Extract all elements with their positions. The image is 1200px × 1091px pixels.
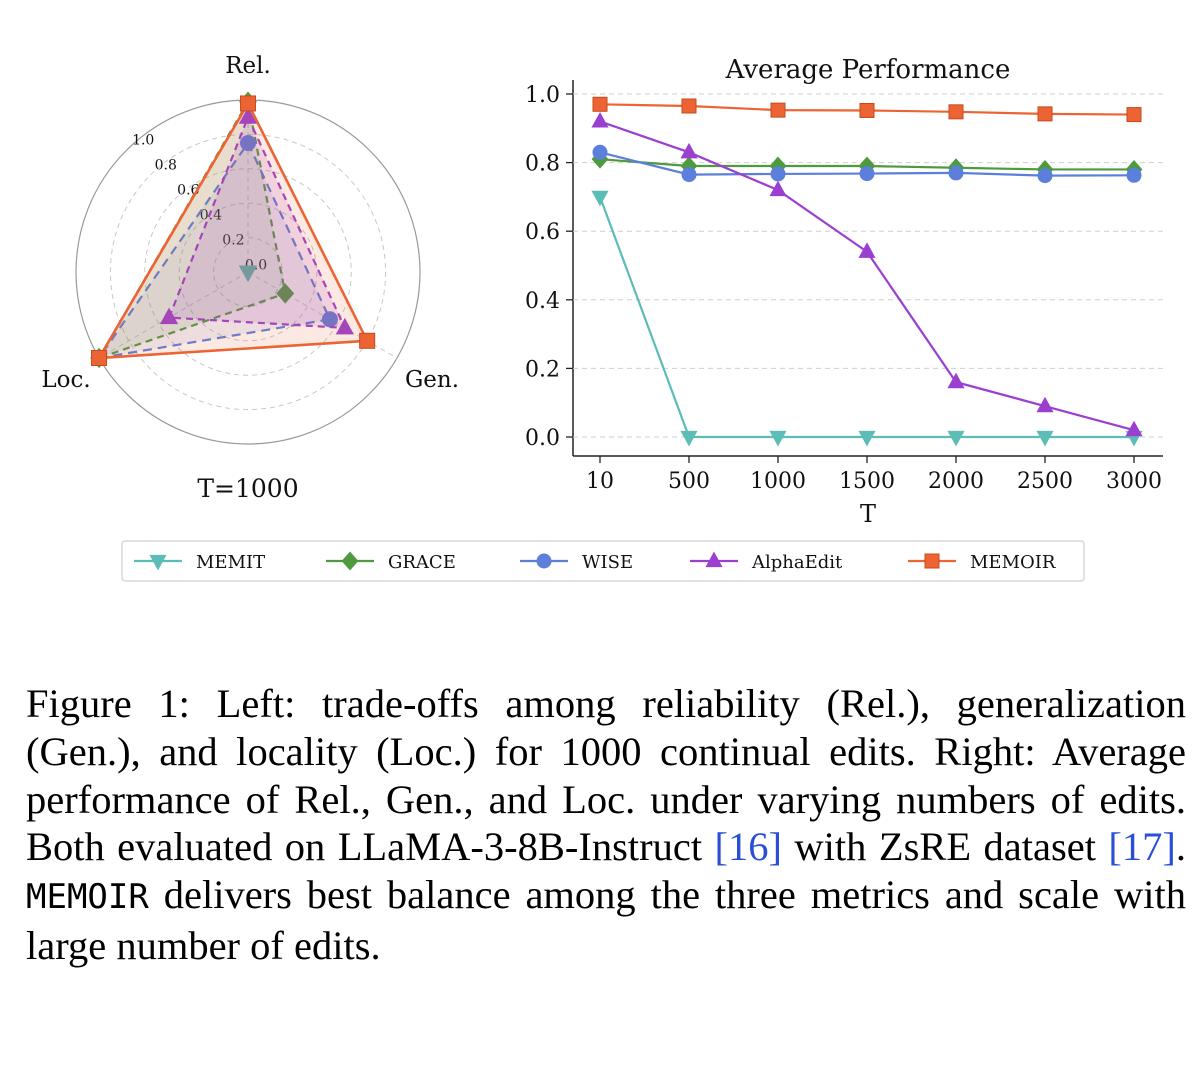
legend-label-memoir: MEMOIR xyxy=(970,552,1056,573)
figure-caption: Figure 1: Left: trade-offs among reliabi… xyxy=(26,680,1186,970)
radar-tick-label: 0.2 xyxy=(222,232,244,248)
radar-point-wise xyxy=(240,135,256,151)
line-point-wise xyxy=(770,166,786,182)
line-point-alphaedit xyxy=(591,112,609,128)
caption-text-2: with ZsRE dataset xyxy=(794,824,1096,870)
line-point-memit xyxy=(680,430,698,447)
line-point-memoir xyxy=(592,96,608,112)
radar-point-alphaedit xyxy=(335,317,354,335)
legend-frame xyxy=(121,540,1085,582)
caption-ref-17[interactable]: [17] xyxy=(1108,824,1176,870)
radar-axis-label-gen: Gen. xyxy=(405,367,459,393)
line-point-alphaedit xyxy=(947,372,965,389)
x-tick-label: 500 xyxy=(668,469,710,494)
radar-tick-label: 0.4 xyxy=(200,207,222,223)
radar-axis-label-rel: Rel. xyxy=(225,53,271,79)
radar-ring xyxy=(178,202,318,342)
line-point-wise xyxy=(1126,167,1142,183)
radar-series-wise xyxy=(96,140,332,360)
y-tick-label: 1.0 xyxy=(525,83,560,108)
radar-grid: 0.00.20.40.60.81.0 xyxy=(75,99,421,445)
line-point-alphaedit xyxy=(769,180,787,197)
line-point-wise xyxy=(1037,168,1053,184)
line-point-alphaedit xyxy=(1125,420,1143,437)
line-point-memit xyxy=(591,190,609,207)
radar-series-memoir xyxy=(96,100,370,360)
legend-label-alphaedit: AlphaEdit xyxy=(751,552,843,573)
line-chart-xlabel: T xyxy=(860,500,876,528)
line-series xyxy=(591,96,1143,447)
y-tick-label: 0.6 xyxy=(525,220,560,245)
line-point-memoir xyxy=(948,104,964,120)
caption-ref-16[interactable]: [16] xyxy=(714,824,782,870)
y-tick-label: 0.4 xyxy=(525,289,560,314)
line-point-memoir xyxy=(1126,107,1142,123)
line-point-memit xyxy=(947,430,965,447)
y-tick-label: 0.0 xyxy=(525,426,560,451)
radar-tick-label: 0.8 xyxy=(155,157,177,173)
line-point-wise xyxy=(859,166,875,182)
legend-marker-memit xyxy=(149,554,167,571)
radar-point-memoir xyxy=(240,95,256,112)
line-point-memoir xyxy=(681,98,697,114)
line-point-memit xyxy=(1036,430,1054,447)
radar-point-alphaedit xyxy=(238,107,258,124)
legend-label-wise: WISE xyxy=(582,552,633,573)
radar-point-memit xyxy=(238,265,258,283)
line-point-wise xyxy=(681,167,697,183)
caption-text-4: delivers best balance among the three me… xyxy=(26,872,1187,968)
figure-canvas: 0.00.20.40.60.81.0 Rel. Gen. Loc. T=1000… xyxy=(41,53,1163,582)
line-point-memoir xyxy=(859,102,875,118)
x-tick-label: 2500 xyxy=(1017,469,1073,494)
line-point-memit xyxy=(858,430,876,447)
legend: MEMIT GRACE WISE AlphaEdit MEMOIR xyxy=(121,540,1085,582)
radar-axis-label-loc: Loc. xyxy=(41,367,90,393)
line-point-alphaedit xyxy=(1036,396,1054,413)
radar-xlabel: T=1000 xyxy=(197,474,298,503)
line-grid: 0.0 0.2 0.4 0.6 0.8 1.0 10 500 1000 1500 2000 2500 3… xyxy=(525,80,1163,494)
caption-text-1: Left: trade-offs among reliability (Rel.… xyxy=(26,681,1187,870)
radar-point-memoir xyxy=(91,350,108,366)
radar-series xyxy=(90,91,376,369)
legend-label-grace: GRACE xyxy=(388,552,456,573)
legend-marker-wise xyxy=(536,553,552,569)
x-tick-label: 10 xyxy=(586,469,614,494)
x-tick-label: 3000 xyxy=(1106,469,1162,494)
line-chart-title: Average Performance xyxy=(725,55,1011,85)
radar-ring xyxy=(144,168,352,376)
line-point-wise xyxy=(948,165,964,181)
line-point-memoir xyxy=(770,102,786,118)
x-tick-label: 1000 xyxy=(750,469,806,494)
radar-tick-label: 1.0 xyxy=(132,132,154,148)
legend-label-memit: MEMIT xyxy=(196,552,265,573)
line-chart: Average Performance 0.0 0.2 0.4 0.6 0.8 1.0 10… xyxy=(525,55,1163,528)
radar-series-alphaedit xyxy=(167,114,347,330)
line-point-wise xyxy=(592,144,608,160)
x-tick-label: 2000 xyxy=(928,469,984,494)
line-point-alphaedit xyxy=(858,242,876,258)
legend-items: MEMIT GRACE WISE AlphaEdit MEMOIR xyxy=(134,551,1056,573)
radar-spoke xyxy=(98,271,249,359)
radar-point-grace xyxy=(276,283,295,304)
line-point-memit xyxy=(769,430,787,447)
caption-method-name: MEMOIR xyxy=(26,877,149,918)
y-tick-label: 0.8 xyxy=(525,152,560,177)
line-point-memoir xyxy=(1037,106,1053,122)
caption-label: Figure 1: xyxy=(26,681,190,726)
x-tick-label: 1500 xyxy=(839,469,895,494)
radar-point-memoir xyxy=(359,332,376,349)
radar-chart: 0.00.20.40.60.81.0 Rel. Gen. Loc. T=1000 xyxy=(41,53,459,503)
legend-marker-grace xyxy=(341,551,359,571)
caption-text-3: . xyxy=(1175,824,1186,870)
radar-ring xyxy=(213,237,283,307)
legend-marker-alphaedit xyxy=(705,551,723,568)
legend-marker-memoir xyxy=(924,553,940,569)
line-point-alphaedit xyxy=(680,142,698,159)
y-tick-label: 0.2 xyxy=(525,357,560,382)
line-series-memit xyxy=(598,196,1134,439)
radar-spoke xyxy=(247,271,398,359)
radar-point-alphaedit xyxy=(159,307,179,325)
